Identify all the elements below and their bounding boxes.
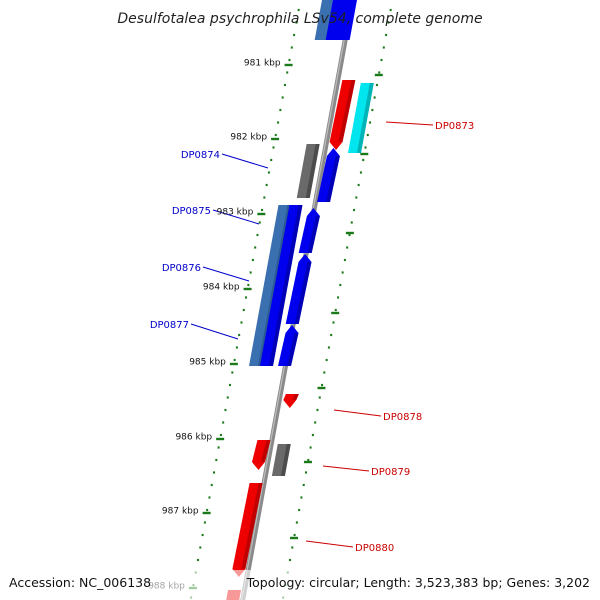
gene-leader-line — [221, 153, 269, 169]
gene-arrow-dp0875-shade — [307, 216, 320, 253]
tick-layer — [188, 8, 392, 599]
gene-arrow-dp0875 — [298, 208, 320, 253]
gene-leader-line — [202, 266, 250, 282]
feature-layer — [226, 0, 374, 600]
gene-leader-line — [385, 121, 434, 126]
accession-text: Accession: NC_006138 — [9, 575, 151, 590]
gene-label-dp0878: DP0878 — [383, 412, 422, 423]
gene-label-dp0873: DP0873 — [435, 121, 474, 132]
gene-arrow-dp0877-b — [278, 325, 299, 366]
gene-label-dp0874: DP0874 — [181, 150, 220, 161]
gene-arrow — [325, 0, 346, 40]
gene-leader-line — [305, 540, 354, 548]
gene-label-dp0879: DP0879 — [371, 467, 410, 478]
kbp-label: 987 kbp — [162, 507, 199, 517]
kbp-label: 981 kbp — [244, 59, 281, 69]
gene-arrow — [336, 0, 357, 40]
gene-arrow-dp0873-shade — [338, 80, 356, 142]
kbp-label: 985 kbp — [189, 358, 226, 368]
gene-label-dp0880: DP0880 — [355, 543, 394, 554]
leader-layer — [190, 121, 434, 548]
gene-arrow-dp0874-shade — [326, 156, 340, 202]
gene-arrow-dp0880-shade — [241, 483, 263, 569]
gene-label-dp0877: DP0877 — [150, 320, 189, 331]
gene-arrow-dp0877-b-shade — [287, 333, 299, 366]
gene-leader-line — [333, 409, 382, 417]
gene-arrow-dp0874 — [317, 148, 340, 202]
gene-label-dp0875: DP0875 — [172, 206, 211, 217]
gene-leader-line — [212, 209, 260, 225]
kbp-label: 984 kbp — [203, 283, 240, 293]
gene-arrow — [314, 0, 335, 40]
kbp-label: 983 kbp — [217, 208, 254, 218]
map-title: Desulfotalea psychrophila LSv54, complet… — [117, 11, 482, 27]
kbp-label: 986 kbp — [175, 433, 212, 443]
gene-leader-line — [322, 465, 370, 472]
label-layer: 981 kbp 982 kbp 983 kbp 984 kbp 985 kbp 986 k… — [148, 59, 474, 592]
gene-leader-line — [190, 323, 239, 340]
gene-arrow-dp0876-shade — [269, 205, 303, 366]
kbp-label: 982 kbp — [230, 133, 267, 143]
topology-text: Topology: circular; Length: 3,523,383 bp… — [246, 575, 590, 590]
gene-arrow-dp0874-other-shade — [305, 144, 320, 198]
gene-arrow-dp0879-other-shade — [280, 444, 291, 476]
gene-arrow-dp0876-b — [285, 254, 312, 324]
gene-arrow-dp0876-b-shade — [294, 262, 312, 324]
gene-label-dp0876: DP0876 — [162, 263, 201, 274]
gene-arrow-dp0879-shade — [260, 440, 271, 462]
footer-background — [0, 570, 600, 600]
gene-arrow-dp0878-shade — [292, 394, 299, 400]
gene-arrow-dp0873-alt-shade — [356, 83, 374, 153]
